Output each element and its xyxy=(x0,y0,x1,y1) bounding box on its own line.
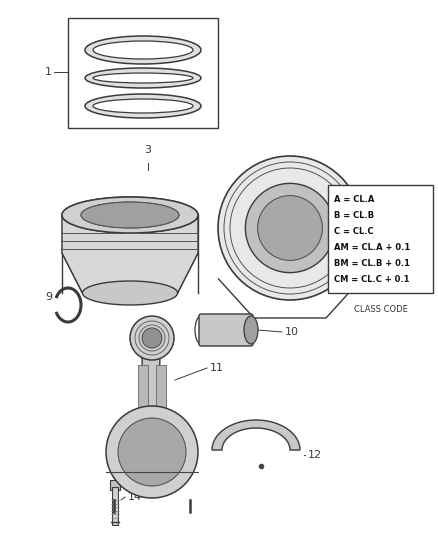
Ellipse shape xyxy=(218,156,362,300)
FancyBboxPatch shape xyxy=(110,480,120,490)
Text: 10: 10 xyxy=(285,327,299,337)
Text: 11: 11 xyxy=(210,363,224,373)
Text: 3: 3 xyxy=(145,145,152,155)
Bar xyxy=(346,207,360,218)
Circle shape xyxy=(142,328,162,348)
Polygon shape xyxy=(62,215,198,293)
Circle shape xyxy=(130,316,174,360)
Text: 12: 12 xyxy=(308,450,322,460)
Ellipse shape xyxy=(244,316,258,344)
Ellipse shape xyxy=(85,36,201,64)
Ellipse shape xyxy=(93,73,193,83)
Text: CLASS CODE: CLASS CODE xyxy=(353,305,407,314)
Bar xyxy=(346,237,360,248)
Ellipse shape xyxy=(82,281,177,305)
Text: A = CL.A: A = CL.A xyxy=(334,195,374,204)
Ellipse shape xyxy=(85,94,201,118)
Circle shape xyxy=(118,418,186,486)
Bar xyxy=(68,18,218,128)
Ellipse shape xyxy=(62,197,198,233)
Text: C = CL.C: C = CL.C xyxy=(334,227,374,236)
Circle shape xyxy=(245,183,335,273)
Text: 1: 1 xyxy=(45,67,52,77)
Text: BM = CL.B + 0.1: BM = CL.B + 0.1 xyxy=(334,259,410,268)
Text: CM = CL.C + 0.1: CM = CL.C + 0.1 xyxy=(334,274,410,284)
FancyBboxPatch shape xyxy=(328,185,433,293)
Ellipse shape xyxy=(81,202,179,228)
Ellipse shape xyxy=(85,68,201,88)
Bar xyxy=(156,365,166,455)
Polygon shape xyxy=(142,358,160,460)
Text: B = CL.B: B = CL.B xyxy=(334,211,374,220)
Text: AM = CL.A + 0.1: AM = CL.A + 0.1 xyxy=(334,243,410,252)
Ellipse shape xyxy=(93,99,193,113)
Circle shape xyxy=(106,406,198,498)
Polygon shape xyxy=(212,420,300,450)
Ellipse shape xyxy=(93,41,193,59)
Ellipse shape xyxy=(62,197,198,233)
Text: 9: 9 xyxy=(45,292,52,302)
Text: 14: 14 xyxy=(128,492,142,502)
Bar xyxy=(346,222,360,233)
Circle shape xyxy=(258,196,322,261)
FancyBboxPatch shape xyxy=(199,314,253,346)
Bar xyxy=(138,365,148,455)
Ellipse shape xyxy=(81,202,179,228)
